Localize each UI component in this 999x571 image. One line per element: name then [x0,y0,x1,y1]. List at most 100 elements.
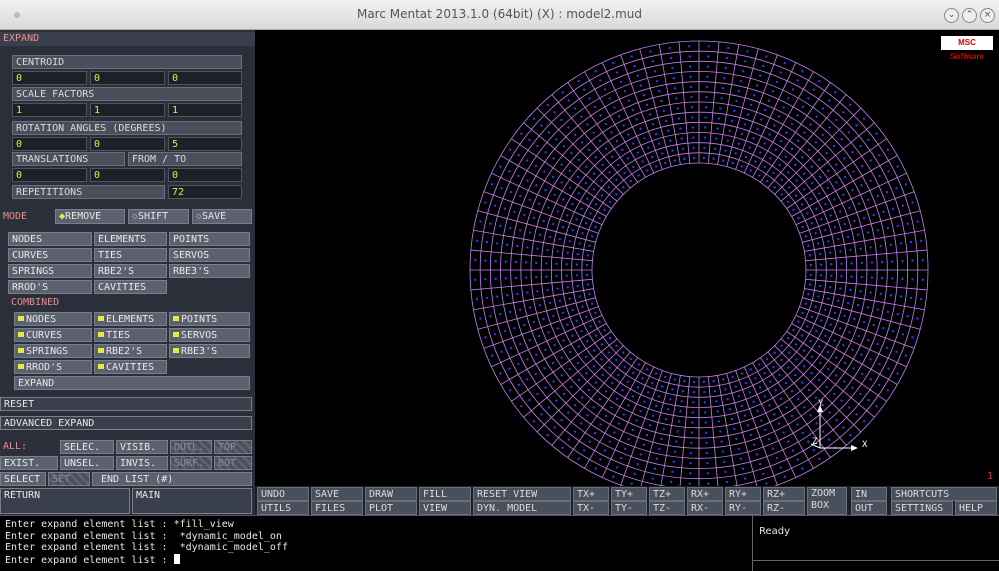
reset-button[interactable]: RESET [0,397,252,411]
combined-elements-button[interactable]: ELEMENTS [94,312,167,326]
tx-plus-button[interactable]: TX+ [573,487,609,501]
ty-plus-button[interactable]: TY+ [611,487,647,501]
scale-y-field[interactable]: 1 [90,103,165,117]
reset-view-button[interactable]: RESET VIEW [473,487,571,501]
graphics-viewport[interactable]: MSC Software Y X Z 1 [255,30,999,486]
zoom-in-button[interactable]: IN [851,487,887,501]
curves-button[interactable]: CURVES [8,248,92,262]
rotation-angles-label[interactable]: ROTATION ANGLES (DEGREES) [12,121,242,135]
translation-x-field[interactable]: 0 [12,168,87,182]
utils-button[interactable]: UTILS [257,501,309,515]
undo-button[interactable]: UNDO [257,487,309,501]
zoom-out-button[interactable]: OUT [851,501,887,515]
springs-button[interactable]: SPRINGS [8,264,92,278]
minimize-icon[interactable]: ⌄ [944,8,959,23]
element-node [779,71,782,74]
translation-y-field[interactable]: 0 [90,168,165,182]
command-console[interactable]: Enter expand element list : *fill_view E… [0,515,752,571]
scale-factors-label[interactable]: SCALE FACTORS [12,87,242,101]
tz-plus-button[interactable]: TZ+ [649,487,685,501]
save-button[interactable]: SAVE [311,487,363,501]
all-top-button[interactable]: TOP [214,440,252,454]
rbe2s-button[interactable]: RBE2'S [94,264,167,278]
mode-shift-button[interactable]: ◇SHIFT [128,209,189,224]
set-button[interactable]: SET [48,472,90,486]
translation-z-field[interactable]: 0 [168,168,242,182]
rz-plus-button[interactable]: RZ+ [763,487,805,501]
combined-ties-button[interactable]: TIES [94,328,167,342]
tx-minus-button[interactable]: TX- [573,501,609,515]
rrods-button[interactable]: RROD'S [8,280,92,294]
rbe3s-button[interactable]: RBE3'S [169,264,250,278]
mode-remove-button[interactable]: ◆REMOVE [55,209,125,224]
combined-rbe3s-button[interactable]: RBE3'S [169,344,250,358]
dyn-model-button[interactable]: DYN. MODEL [473,501,571,515]
points-button[interactable]: POINTS [169,232,250,246]
mode-save-button[interactable]: ◇SAVE [192,209,252,224]
centroid-x-field[interactable]: 0 [12,71,87,85]
all-outl-button[interactable]: OUTL. [170,440,212,454]
combined-nodes-button[interactable]: NODES [14,312,92,326]
mesh-spoke [799,306,915,349]
help-button[interactable]: HELP [955,501,997,515]
all-selec-button[interactable]: SELEC. [60,440,114,454]
tz-minus-button[interactable]: TZ- [649,501,685,515]
rotation-z-field[interactable]: 5 [168,137,242,151]
fill-button[interactable]: FILL [419,487,471,501]
draw-button[interactable]: DRAW [365,487,417,501]
rx-minus-button[interactable]: RX- [687,501,723,515]
end-list-button[interactable]: END LIST (#) [92,472,252,486]
view-button[interactable]: VIEW [419,501,471,515]
combined-servos-button[interactable]: SERVOS [169,328,250,342]
element-node [797,320,800,323]
scale-x-field[interactable]: 1 [12,103,87,117]
centroid-label[interactable]: CENTROID [12,55,242,69]
surf-button[interactable]: SURF. [170,456,212,470]
centroid-z-field[interactable]: 0 [168,71,242,85]
exist-button[interactable]: EXIST. [0,456,58,470]
ry-plus-button[interactable]: RY+ [725,487,761,501]
combined-curves-button[interactable]: CURVES [14,328,92,342]
maximize-icon[interactable]: ⌃ [962,8,977,23]
shortcuts-button[interactable]: SHORTCUTS [891,487,997,501]
elements-button[interactable]: ELEMENTS [94,232,167,246]
ty-minus-button[interactable]: TY- [611,501,647,515]
bot-button[interactable]: BOT [214,456,252,470]
console-input-line[interactable]: Enter expand element list : [5,553,747,567]
zoom-box-button[interactable]: ZOOM BOX [807,487,847,515]
nodes-button[interactable]: NODES [8,232,92,246]
invis-button[interactable]: INVIS. [116,456,168,470]
window-menu-icon[interactable] [14,12,20,18]
scale-z-field[interactable]: 1 [168,103,242,117]
combined-expand-button[interactable]: EXPAND [14,376,250,390]
files-button[interactable]: FILES [311,501,363,515]
unsel-button[interactable]: UNSEL. [60,456,114,470]
advanced-expand-button[interactable]: ADVANCED EXPAND [0,416,252,430]
combined-rrods-button[interactable]: RROD'S [14,360,92,374]
ry-minus-button[interactable]: RY- [725,501,761,515]
translations-label[interactable]: TRANSLATIONS [12,152,125,166]
main-button[interactable]: MAIN [132,488,252,514]
rz-minus-button[interactable]: RZ- [763,501,805,515]
from-to-button[interactable]: FROM / TO [128,152,242,166]
select-button[interactable]: SELECT [0,472,46,486]
centroid-y-field[interactable]: 0 [90,71,165,85]
cavities-button[interactable]: CAVITIES [94,280,167,294]
combined-points-button[interactable]: POINTS [169,312,250,326]
repetitions-field[interactable]: 72 [168,185,242,199]
rotation-x-field[interactable]: 0 [12,137,87,151]
return-button[interactable]: RETURN [0,488,130,514]
combined-rbe2s-button[interactable]: RBE2'S [94,344,167,358]
rx-plus-button[interactable]: RX+ [687,487,723,501]
rotation-y-field[interactable]: 0 [90,137,165,151]
servos-button[interactable]: SERVOS [169,248,250,262]
repetitions-label[interactable]: REPETITIONS [12,185,165,199]
settings-button[interactable]: SETTINGS [891,501,953,515]
combined-cavities-button[interactable]: CAVITIES [94,360,167,374]
all-visib-button[interactable]: VISIB. [116,440,168,454]
element-node [632,165,635,169]
close-icon[interactable]: × [980,8,995,23]
plot-button[interactable]: PLOT [365,501,417,515]
ties-button[interactable]: TIES [94,248,167,262]
combined-springs-button[interactable]: SPRINGS [14,344,92,358]
